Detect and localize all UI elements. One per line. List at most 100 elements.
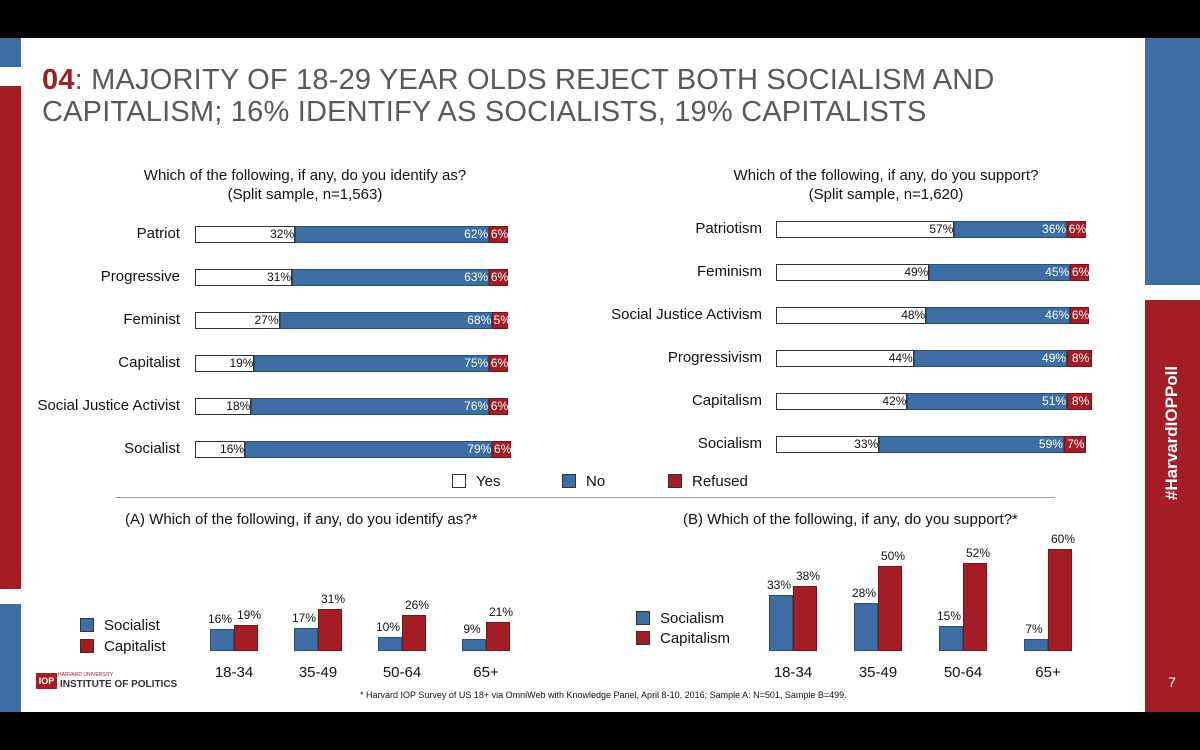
legend-refused-swatch bbox=[668, 474, 682, 488]
title-number: 04 bbox=[42, 64, 75, 96]
category-label: Progressive bbox=[100, 268, 180, 285]
slide-title: 04: MAJORITY OF 18-29 YEAR OLDS REJECT B… bbox=[42, 64, 1122, 128]
bar-label-yes: 44% bbox=[888, 351, 913, 365]
bar-yes bbox=[195, 398, 252, 415]
value-label: 19% bbox=[236, 607, 262, 622]
bar-label-ref: 7% bbox=[1067, 437, 1085, 451]
age-group-label: 35-49 bbox=[858, 664, 898, 681]
bar-socialist bbox=[462, 638, 486, 651]
left-red-bar bbox=[0, 86, 21, 589]
logo-name: INSTITUTE OF POLITICS bbox=[60, 679, 178, 690]
title-text: : MAJORITY OF 18-29 YEAR OLDS REJECT BOT… bbox=[42, 64, 995, 128]
bar-no bbox=[292, 269, 490, 286]
bar-yes bbox=[776, 436, 880, 453]
bar-label-no: 45% bbox=[1045, 265, 1070, 279]
bar-socialist bbox=[378, 637, 402, 651]
bar-capitalist bbox=[402, 615, 426, 651]
bar-no bbox=[245, 441, 493, 458]
right-red-panel bbox=[1145, 300, 1200, 712]
chart-question: (A) Which of the following, if any, do y… bbox=[125, 511, 478, 528]
bar-label-yes: 42% bbox=[882, 394, 907, 408]
value-label: 15% bbox=[936, 608, 962, 623]
bar-yes bbox=[195, 355, 255, 372]
right-blue-panel bbox=[1145, 38, 1200, 285]
legend-yes-label: Yes bbox=[476, 473, 501, 490]
legend-capitalist-swatch bbox=[80, 639, 94, 653]
bar-yes bbox=[195, 312, 280, 329]
bar-label-no: 76% bbox=[464, 399, 489, 413]
bar-label-no: 46% bbox=[1045, 308, 1070, 322]
age-group-label: 35-49 bbox=[298, 664, 338, 681]
legend-socialism-swatch bbox=[636, 611, 650, 625]
legend-refused-label: Refused bbox=[692, 473, 748, 490]
bar-ref bbox=[1063, 436, 1086, 453]
bar-label-no: 75% bbox=[464, 356, 489, 370]
bar-label-ref: 8% bbox=[1071, 351, 1090, 365]
value-label: 38% bbox=[795, 569, 821, 584]
bar-ref bbox=[492, 312, 508, 329]
bar-capitalism bbox=[1048, 549, 1072, 651]
value-label: 9% bbox=[463, 621, 481, 636]
bar-socialism bbox=[854, 603, 878, 651]
bar-yes bbox=[776, 393, 908, 410]
bar-label-ref: 6% bbox=[494, 442, 512, 456]
bar-ref bbox=[1067, 350, 1093, 367]
legend-capitalism-swatch bbox=[636, 631, 650, 645]
bar-yes bbox=[195, 269, 293, 286]
value-label: 7% bbox=[1025, 622, 1043, 637]
bar-no bbox=[251, 398, 490, 415]
bar-ref bbox=[489, 398, 508, 415]
slide: #HarvardIOPPoll 7 04: MAJORITY OF 18-29 … bbox=[0, 38, 1200, 712]
bar-capitalist bbox=[234, 624, 258, 651]
bar-capitalism bbox=[963, 562, 987, 651]
bar-label-no: 62% bbox=[464, 227, 489, 241]
bar-label-ref: 6% bbox=[490, 399, 509, 413]
bar-label-ref: 6% bbox=[1071, 265, 1090, 279]
bar-label-ref: 6% bbox=[490, 356, 509, 370]
value-label: 60% bbox=[1050, 532, 1076, 546]
bar-socialist bbox=[210, 629, 234, 651]
bar-label-no: 49% bbox=[1042, 351, 1067, 365]
bar-no bbox=[926, 307, 1071, 324]
age-group-label: 65+ bbox=[473, 664, 499, 681]
bar-socialist bbox=[294, 627, 318, 651]
bar-label-no: 79% bbox=[467, 442, 492, 456]
bar-ref bbox=[1067, 221, 1086, 238]
bar-socialism bbox=[939, 625, 963, 651]
value-label: 33% bbox=[766, 577, 792, 592]
value-label: 21% bbox=[488, 605, 514, 620]
bar-label-ref: 6% bbox=[490, 227, 509, 241]
logo-university-text: HARVARD UNIVERSITY bbox=[58, 672, 114, 678]
bar-yes bbox=[776, 307, 927, 324]
value-label: 52% bbox=[965, 545, 991, 560]
chart-question: (B) Which of the following, if any, do y… bbox=[683, 511, 1018, 528]
value-label: 50% bbox=[880, 549, 906, 563]
bar-label-no: 51% bbox=[1042, 394, 1067, 408]
legend-no-swatch bbox=[562, 474, 576, 488]
bar-ref bbox=[1070, 264, 1089, 281]
category-label: Social Justice Activism bbox=[611, 306, 762, 323]
bar-label-yes: 19% bbox=[229, 356, 254, 370]
bar-label-ref: 5% bbox=[493, 313, 512, 327]
category-label: Patriot bbox=[136, 225, 180, 242]
bar-label-yes: 32% bbox=[270, 227, 295, 241]
category-label: Capitalism bbox=[691, 392, 762, 409]
category-label: Socialism bbox=[697, 435, 762, 452]
bar-label-yes: 18% bbox=[226, 399, 251, 413]
bar-no bbox=[879, 436, 1064, 453]
bar-yes bbox=[776, 350, 914, 367]
bar-label-yes: 31% bbox=[266, 270, 292, 284]
bar-ref bbox=[489, 226, 508, 243]
legend-socialism-label: Socialism bbox=[660, 610, 725, 627]
value-label: 31% bbox=[320, 591, 346, 606]
bar-no bbox=[913, 350, 1068, 367]
category-label: Patriotism bbox=[695, 220, 762, 237]
bar-label-no: 68% bbox=[467, 313, 492, 327]
bar-label-ref: 6% bbox=[1068, 222, 1087, 236]
legend-yes-swatch bbox=[452, 474, 466, 488]
divider-line bbox=[116, 497, 1055, 498]
bar-ref bbox=[1070, 307, 1089, 324]
chart-question: Which of the following, if any, do you i… bbox=[143, 167, 467, 184]
bar-ref bbox=[489, 355, 508, 372]
age-group-label: 65+ bbox=[1035, 664, 1061, 681]
